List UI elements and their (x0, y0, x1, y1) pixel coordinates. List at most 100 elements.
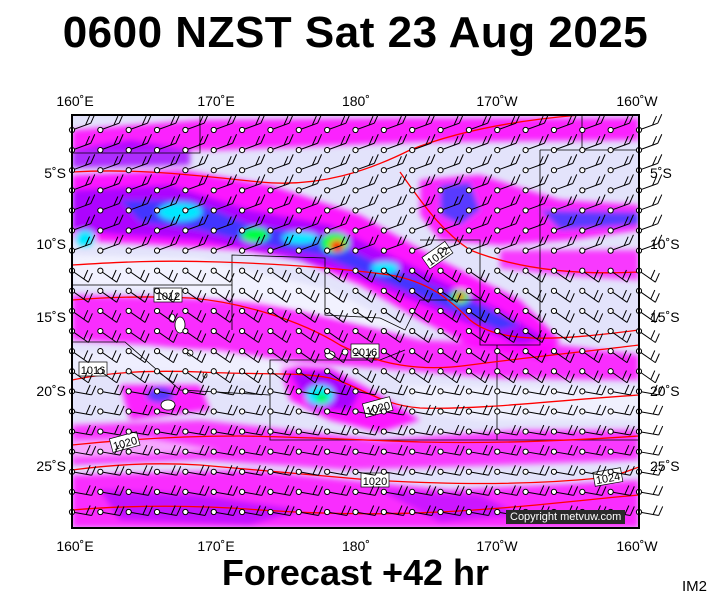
wind-barb (97, 368, 122, 384)
wind-barb (380, 194, 408, 214)
wind-barb (239, 444, 267, 456)
wind-barb (210, 214, 238, 234)
lon-label: 170˚W (476, 93, 518, 109)
wind-barb (437, 348, 462, 364)
wind-barb (550, 307, 575, 323)
wind-barb (182, 174, 209, 194)
wind-barb (579, 174, 606, 194)
wind-barb (324, 267, 348, 283)
wind-barb (465, 234, 493, 254)
wind-barb (494, 384, 522, 396)
lat-label: 20˚S (650, 383, 680, 399)
wind-barb (635, 287, 660, 303)
wind-barb (182, 368, 207, 384)
wind-barb (635, 444, 664, 456)
wind-barb (210, 234, 238, 254)
wind-barb (295, 113, 323, 134)
wind-barb (465, 444, 494, 456)
wind-barb (125, 368, 150, 384)
wind-barb (239, 368, 263, 384)
wind-barb (295, 368, 320, 384)
wind-barb (267, 307, 292, 323)
wind-barb (239, 307, 263, 323)
wind-barb (125, 307, 150, 323)
wind-barb (239, 267, 263, 283)
wind-barb (153, 485, 182, 496)
wind-barb (437, 444, 465, 456)
wind-barb (125, 327, 150, 343)
wind-barb (352, 424, 380, 436)
wind-barb (522, 214, 549, 234)
wind-barb (267, 327, 292, 343)
wind-barb (550, 348, 575, 364)
wind-barb (409, 194, 436, 214)
wind-barb (522, 287, 547, 303)
wind-barb (550, 444, 579, 456)
wind-barb (295, 194, 323, 214)
wind-barb (182, 384, 210, 396)
lat-labels-right: 5˚S 10˚S 15˚S 20˚S 25˚S (650, 165, 680, 474)
wind-barb (182, 348, 207, 364)
wind-barb (550, 465, 579, 476)
wind-barb (522, 348, 547, 364)
wind-barb (579, 234, 606, 254)
image-tag: IM2 (681, 578, 707, 595)
wind-barb (239, 134, 266, 154)
wind-barb (579, 267, 604, 283)
wind-barb (210, 505, 238, 516)
wind-barb (239, 348, 263, 364)
wind-barb (324, 194, 351, 214)
wind-barb (522, 267, 547, 283)
wind-barb (607, 214, 634, 234)
wind-barb (579, 485, 607, 496)
lat-labels-left: 5˚S 10˚S 15˚S 20˚S 25˚S (36, 165, 66, 474)
wind-barb (210, 267, 235, 283)
wind-barb (465, 113, 493, 134)
wind-barb (550, 327, 575, 343)
wind-barb (210, 194, 238, 214)
wind-barb (352, 134, 379, 154)
wind-barb (352, 154, 379, 174)
wind-barb (295, 307, 320, 323)
wind-barb (380, 465, 409, 476)
wind-barb (352, 444, 380, 456)
wind-barb (437, 134, 464, 154)
isobar-label: 1016 (353, 347, 377, 359)
wind-barb (522, 424, 550, 436)
wind-barb (267, 505, 295, 516)
wind-barb (210, 348, 235, 364)
wind-barb (239, 485, 267, 496)
wind-barb (607, 424, 635, 436)
wind-barb (522, 444, 550, 456)
wind-barb (239, 113, 266, 134)
wind-barb (182, 327, 207, 343)
wind-barb (295, 485, 323, 496)
wind-barb (579, 113, 606, 134)
wind-barb (153, 348, 178, 364)
wind-barb (239, 194, 266, 214)
wind-barb (267, 267, 292, 283)
wind-barb (267, 368, 292, 384)
wind-barb (522, 307, 547, 323)
wind-barb (409, 267, 434, 283)
wind-barb (380, 214, 408, 234)
wind-barb (380, 113, 408, 134)
wind-barb (494, 174, 521, 194)
wind-barb (522, 368, 547, 384)
wind-barbs (68, 113, 664, 516)
wind-barb (409, 444, 437, 456)
wind-barb (97, 384, 125, 396)
wind-barb (153, 444, 182, 456)
wind-barb (437, 194, 464, 214)
wind-barb (522, 404, 550, 416)
wind-barb (352, 287, 377, 303)
wind-barb (267, 154, 294, 174)
wind-barb (295, 505, 323, 516)
wind-barb (635, 485, 664, 496)
wind-barb (125, 505, 153, 516)
wind-barb (324, 505, 352, 516)
wind-barb (153, 234, 181, 254)
wind-barb (182, 234, 209, 254)
wind-barb (437, 307, 462, 323)
wind-barb (579, 154, 606, 174)
